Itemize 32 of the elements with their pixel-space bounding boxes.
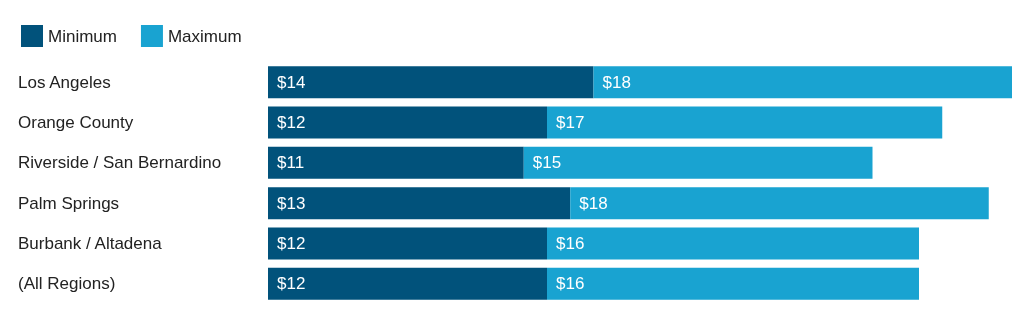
data-label: $16 — [556, 274, 585, 294]
bar — [547, 267, 919, 300]
y-tick-label: Palm Springs — [18, 193, 120, 213]
bar — [570, 187, 989, 220]
data-label: $14 — [277, 72, 306, 92]
y-tick-label: Burbank / Altadena — [18, 234, 163, 253]
data-label: $12 — [277, 113, 306, 132]
data-label: $16 — [556, 234, 585, 253]
data-label: $17 — [556, 113, 585, 132]
bar — [547, 227, 919, 260]
bar — [268, 187, 571, 220]
legend-label: Maximum — [167, 26, 242, 46]
y-tick-label: (All Regions) — [18, 274, 116, 294]
bar — [268, 66, 594, 99]
y-tick-label: Los Angeles — [18, 72, 111, 92]
bar — [268, 267, 547, 300]
y-tick-label: Orange County — [18, 113, 134, 132]
data-label: $15 — [532, 153, 562, 173]
bar — [523, 146, 873, 179]
legend-label: Minimum — [48, 26, 117, 46]
data-label: $13 — [277, 193, 306, 213]
bar — [593, 66, 1012, 99]
bar — [268, 106, 547, 139]
data-label: $12 — [277, 234, 306, 253]
bar — [268, 227, 547, 260]
bar — [268, 146, 524, 179]
data-label: $11 — [277, 153, 305, 173]
data-label: $12 — [277, 274, 306, 294]
bar — [547, 106, 943, 139]
y-tick-label: Riverside / San Bernardino — [18, 153, 222, 173]
data-label: $18 — [602, 72, 631, 92]
data-label: $18 — [579, 193, 608, 213]
